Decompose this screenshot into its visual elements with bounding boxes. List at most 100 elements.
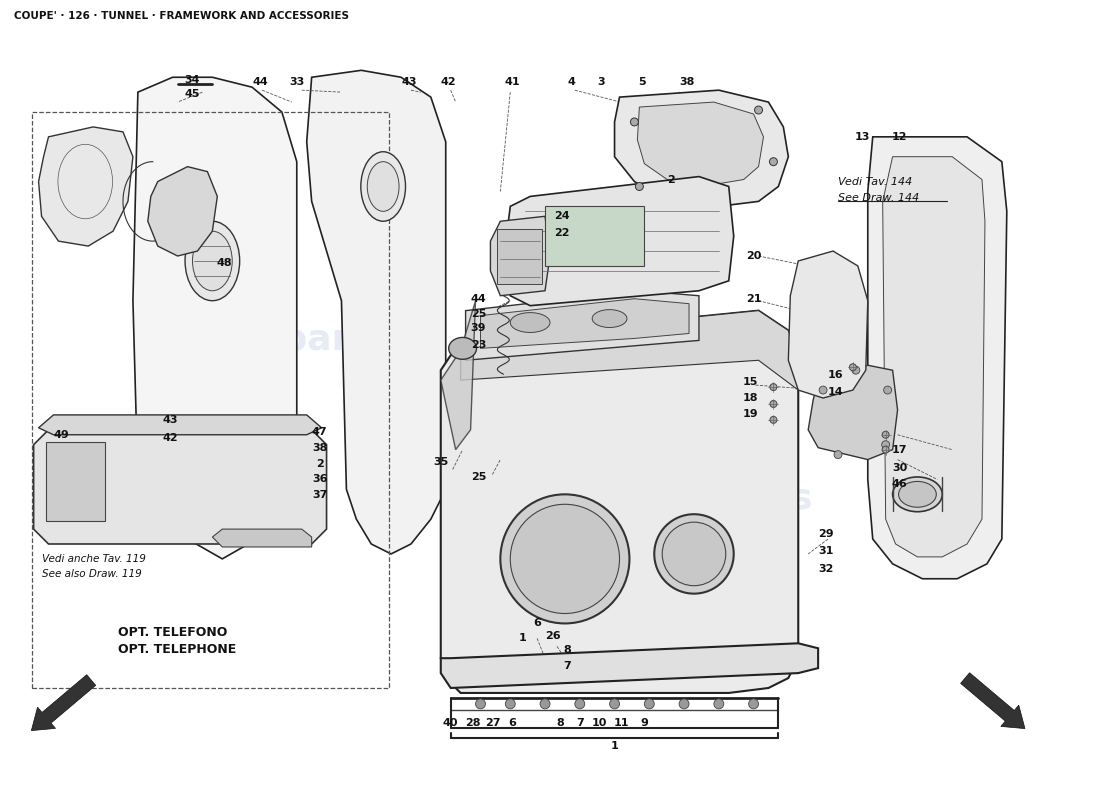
Text: 20: 20: [746, 251, 761, 261]
Ellipse shape: [367, 162, 399, 211]
Text: 28: 28: [465, 718, 481, 728]
Text: 24: 24: [554, 211, 570, 222]
Text: 22: 22: [554, 228, 570, 238]
Polygon shape: [868, 137, 1007, 578]
Text: 5: 5: [638, 78, 646, 87]
Text: 8: 8: [563, 646, 571, 655]
Text: 17: 17: [892, 445, 907, 454]
Polygon shape: [39, 127, 133, 246]
Ellipse shape: [361, 152, 406, 222]
Circle shape: [882, 446, 889, 453]
Text: 6: 6: [534, 618, 541, 629]
Bar: [45, 442, 106, 521]
Text: 19: 19: [742, 409, 758, 419]
Circle shape: [679, 699, 689, 709]
Polygon shape: [441, 301, 475, 450]
Text: 35: 35: [433, 457, 449, 466]
Text: 33: 33: [289, 78, 305, 87]
Text: 32: 32: [818, 564, 834, 574]
Text: 25: 25: [471, 473, 486, 482]
Text: Vedi Tav. 144: Vedi Tav. 144: [838, 177, 912, 186]
Text: 21: 21: [746, 294, 761, 304]
Text: 14: 14: [827, 387, 843, 397]
Circle shape: [755, 106, 762, 114]
Text: 43: 43: [163, 415, 178, 425]
Text: 38: 38: [680, 78, 695, 87]
Polygon shape: [133, 78, 297, 559]
Text: 44: 44: [471, 294, 486, 304]
Circle shape: [630, 118, 638, 126]
Circle shape: [662, 522, 726, 586]
Text: 25: 25: [471, 309, 486, 318]
Circle shape: [820, 386, 827, 394]
Text: 9: 9: [640, 718, 648, 728]
Circle shape: [714, 699, 724, 709]
Polygon shape: [441, 310, 799, 693]
Text: 40: 40: [443, 718, 459, 728]
Circle shape: [510, 504, 619, 614]
Text: 7: 7: [576, 718, 584, 728]
Circle shape: [849, 364, 857, 370]
Text: 7: 7: [563, 661, 571, 671]
Circle shape: [645, 699, 654, 709]
Circle shape: [609, 699, 619, 709]
Text: 4: 4: [568, 78, 575, 87]
Ellipse shape: [449, 338, 476, 359]
FancyArrow shape: [31, 674, 96, 730]
Bar: [544, 206, 645, 266]
Text: 43: 43: [402, 78, 417, 87]
Text: eurospares: eurospares: [167, 323, 396, 358]
Circle shape: [475, 699, 485, 709]
Text: 8: 8: [557, 718, 564, 728]
Text: 10: 10: [592, 718, 607, 728]
Circle shape: [575, 699, 585, 709]
Polygon shape: [307, 70, 446, 554]
Text: OPT. TELEPHONE: OPT. TELEPHONE: [118, 643, 236, 656]
Circle shape: [882, 441, 890, 449]
Polygon shape: [212, 529, 311, 547]
Text: 37: 37: [312, 490, 328, 500]
Text: 31: 31: [818, 546, 834, 556]
Polygon shape: [461, 310, 799, 390]
Polygon shape: [882, 157, 984, 557]
Ellipse shape: [510, 313, 550, 333]
Polygon shape: [481, 298, 689, 348]
Text: 2: 2: [316, 458, 323, 469]
Text: 12: 12: [892, 132, 907, 142]
Text: 47: 47: [311, 426, 328, 437]
Circle shape: [834, 450, 842, 458]
Circle shape: [654, 514, 734, 594]
Bar: [32, 112, 389, 688]
Circle shape: [749, 699, 759, 709]
Text: 6: 6: [508, 718, 516, 728]
Polygon shape: [441, 643, 818, 688]
Text: See also Draw. 119: See also Draw. 119: [42, 569, 141, 579]
Circle shape: [770, 416, 777, 423]
Text: 18: 18: [742, 393, 758, 403]
Text: 15: 15: [742, 377, 758, 387]
Text: 29: 29: [818, 529, 834, 539]
FancyArrow shape: [960, 673, 1025, 729]
Text: 1: 1: [518, 634, 526, 643]
Ellipse shape: [892, 477, 943, 512]
Text: 30: 30: [892, 462, 907, 473]
Circle shape: [882, 431, 889, 438]
Polygon shape: [808, 366, 898, 459]
Text: 45: 45: [185, 89, 200, 99]
Text: 34: 34: [185, 75, 200, 86]
Text: 1: 1: [610, 741, 618, 750]
Text: 2: 2: [668, 174, 675, 185]
Text: 23: 23: [471, 340, 486, 350]
Ellipse shape: [192, 231, 232, 290]
Text: 44: 44: [252, 78, 268, 87]
Circle shape: [505, 699, 515, 709]
Circle shape: [770, 158, 778, 166]
Bar: [497, 229, 542, 284]
Circle shape: [636, 182, 644, 190]
Text: 38: 38: [312, 442, 328, 453]
Text: eurospares: eurospares: [585, 482, 813, 516]
Ellipse shape: [592, 310, 627, 327]
Polygon shape: [505, 177, 734, 306]
Text: 16: 16: [827, 370, 843, 380]
Text: 11: 11: [614, 718, 629, 728]
